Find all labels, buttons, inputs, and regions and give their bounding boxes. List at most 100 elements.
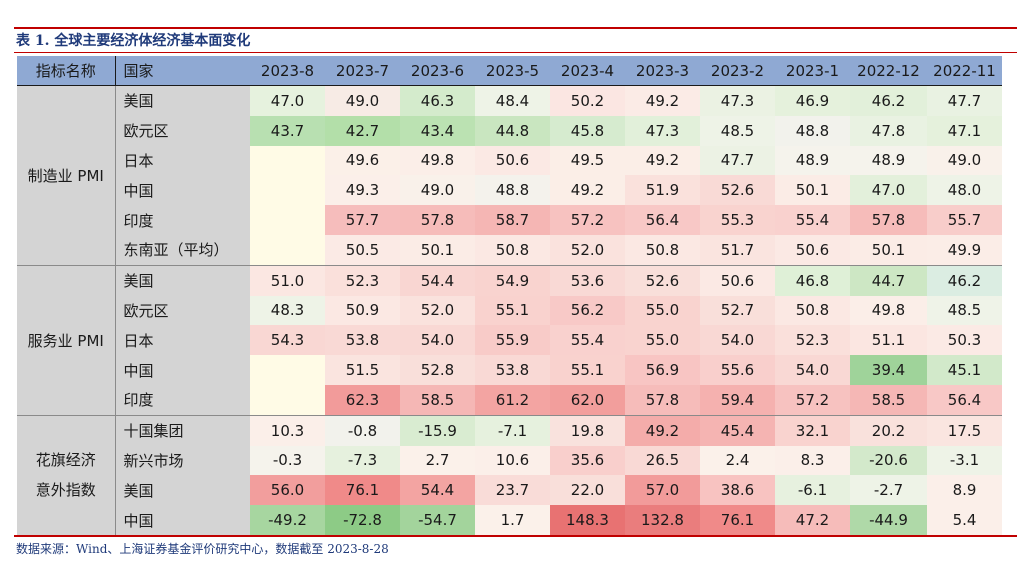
value-cell: 46.9 [775,85,850,116]
value-cell: -54.7 [400,505,475,535]
value-cell: 56.0 [250,475,325,506]
value-cell: 62.3 [325,384,400,416]
table-row: 欧元区 48.3 50.9 52.0 55.1 56.2 55.0 52.7 50.8 49.8 4… [17,295,1002,326]
value-cell: 54.3 [250,325,325,356]
value-cell: -6.1 [775,475,850,506]
value-cell: -0.8 [325,414,400,446]
value-cell: 49.0 [400,175,475,206]
value-cell: 8.9 [927,475,1002,506]
value-cell: 49.2 [625,85,700,116]
value-cell: 48.0 [927,175,1002,206]
value-cell: 52.6 [700,175,775,206]
value-cell: 46.8 [775,264,850,296]
table-row: 服务业 PMI 美国 51.0 52.3 54.4 54.9 53.6 52.6 50.6 46.… [17,264,1002,416]
value-cell: 48.3 [250,295,325,326]
value-cell: 54.0 [700,325,775,356]
value-cell: 43.7 [250,115,325,146]
country-label: 东南亚（平均） [115,234,250,266]
table-row: 日本 49.6 49.8 50.6 49.5 49.2 47.7 48.9 48.9 49.0 [17,145,1002,176]
value-cell: 50.6 [700,264,775,296]
value-cell: 54.0 [400,325,475,356]
value-cell: 39.4 [850,355,927,385]
value-cell: 48.4 [475,85,550,116]
value-cell: 1.7 [475,505,550,535]
header-month: 2023-5 [475,56,550,86]
value-cell: 56.9 [625,355,700,385]
value-cell: 45.1 [927,355,1002,385]
value-cell: 49.2 [625,414,700,446]
value-cell: 51.0 [250,264,325,296]
value-cell: 47.8 [850,115,927,146]
header-month: 2023-6 [400,56,475,86]
indicator-group-label: 服务业 PMI [17,264,116,416]
value-cell: 38.6 [700,475,775,506]
value-cell: 50.1 [850,234,927,266]
value-cell: 51.9 [625,175,700,206]
value-cell [250,205,325,235]
value-cell: 19.8 [550,414,625,446]
value-cell: 55.9 [475,325,550,356]
table-rule-bottom [14,535,1017,537]
table-row: 中国 -49.2 -72.8 -54.7 1.7 148.3 132.8 76.1 47.2 -4… [17,505,1002,535]
value-cell: 49.6 [325,145,400,176]
value-cell: -3.1 [927,445,1002,476]
value-cell: 50.5 [325,234,400,266]
value-cell: 50.8 [775,295,850,326]
country-label: 中国 [115,505,250,535]
value-cell: 26.5 [625,445,700,476]
value-cell: 57.8 [400,205,475,235]
header-country: 国家 [115,56,250,86]
value-cell: 59.4 [700,384,775,416]
value-cell: 62.0 [550,384,625,416]
value-cell: 56.2 [550,295,625,326]
value-cell: 46.2 [927,264,1002,296]
value-cell: 55.3 [700,205,775,235]
value-cell: 49.9 [927,234,1002,266]
value-cell: 43.4 [400,115,475,146]
value-cell: 55.7 [927,205,1002,235]
value-cell: 17.5 [927,414,1002,446]
header-month: 2023-3 [625,56,700,86]
value-cell [250,175,325,206]
table-row: 新兴市场 -0.3 -7.3 2.7 10.6 35.6 26.5 2.4 8.3 -20.6 -3… [17,445,1002,476]
table-row: 中国 49.3 49.0 48.8 49.2 51.9 52.6 50.1 47.0 48.0 [17,175,1002,206]
header-month: 2023-4 [550,56,625,86]
value-cell: 132.8 [625,505,700,535]
header-month: 2023-2 [700,56,775,86]
value-cell: 50.1 [775,175,850,206]
country-label: 中国 [115,355,250,385]
table-row: 印度 57.7 57.8 58.7 57.2 56.4 55.3 55.4 57.8 55.7 [17,205,1002,235]
value-cell: 52.7 [700,295,775,326]
value-cell: 54.4 [400,264,475,296]
value-cell: 58.5 [850,384,927,416]
value-cell [250,384,325,416]
value-cell: 47.7 [927,85,1002,116]
value-cell: 52.3 [775,325,850,356]
value-cell: 47.3 [625,115,700,146]
value-cell: 55.0 [625,325,700,356]
value-cell: 55.0 [625,295,700,326]
value-cell: 57.0 [625,475,700,506]
value-cell: 52.3 [325,264,400,296]
value-cell: -15.9 [400,414,475,446]
country-label: 日本 [115,145,250,176]
value-cell: 2.4 [700,445,775,476]
value-cell: 57.2 [775,384,850,416]
value-cell: 10.6 [475,445,550,476]
value-cell: 51.5 [325,355,400,385]
title-rule-top [14,27,1017,29]
value-cell [250,145,325,176]
value-cell: 55.4 [775,205,850,235]
header-month: 2022-12 [850,56,927,86]
value-cell: 45.8 [550,115,625,146]
value-cell: 61.2 [475,384,550,416]
country-label: 美国 [115,475,250,506]
value-cell: 5.4 [927,505,1002,535]
value-cell: 57.7 [325,205,400,235]
table-row: 欧元区 43.7 42.7 43.4 44.8 45.8 47.3 48.5 48.8 47.8 4… [17,115,1002,146]
value-cell: 55.4 [550,325,625,356]
value-cell: 50.6 [475,145,550,176]
value-cell: 56.4 [927,384,1002,416]
value-cell: 47.3 [700,85,775,116]
value-cell: -44.9 [850,505,927,535]
